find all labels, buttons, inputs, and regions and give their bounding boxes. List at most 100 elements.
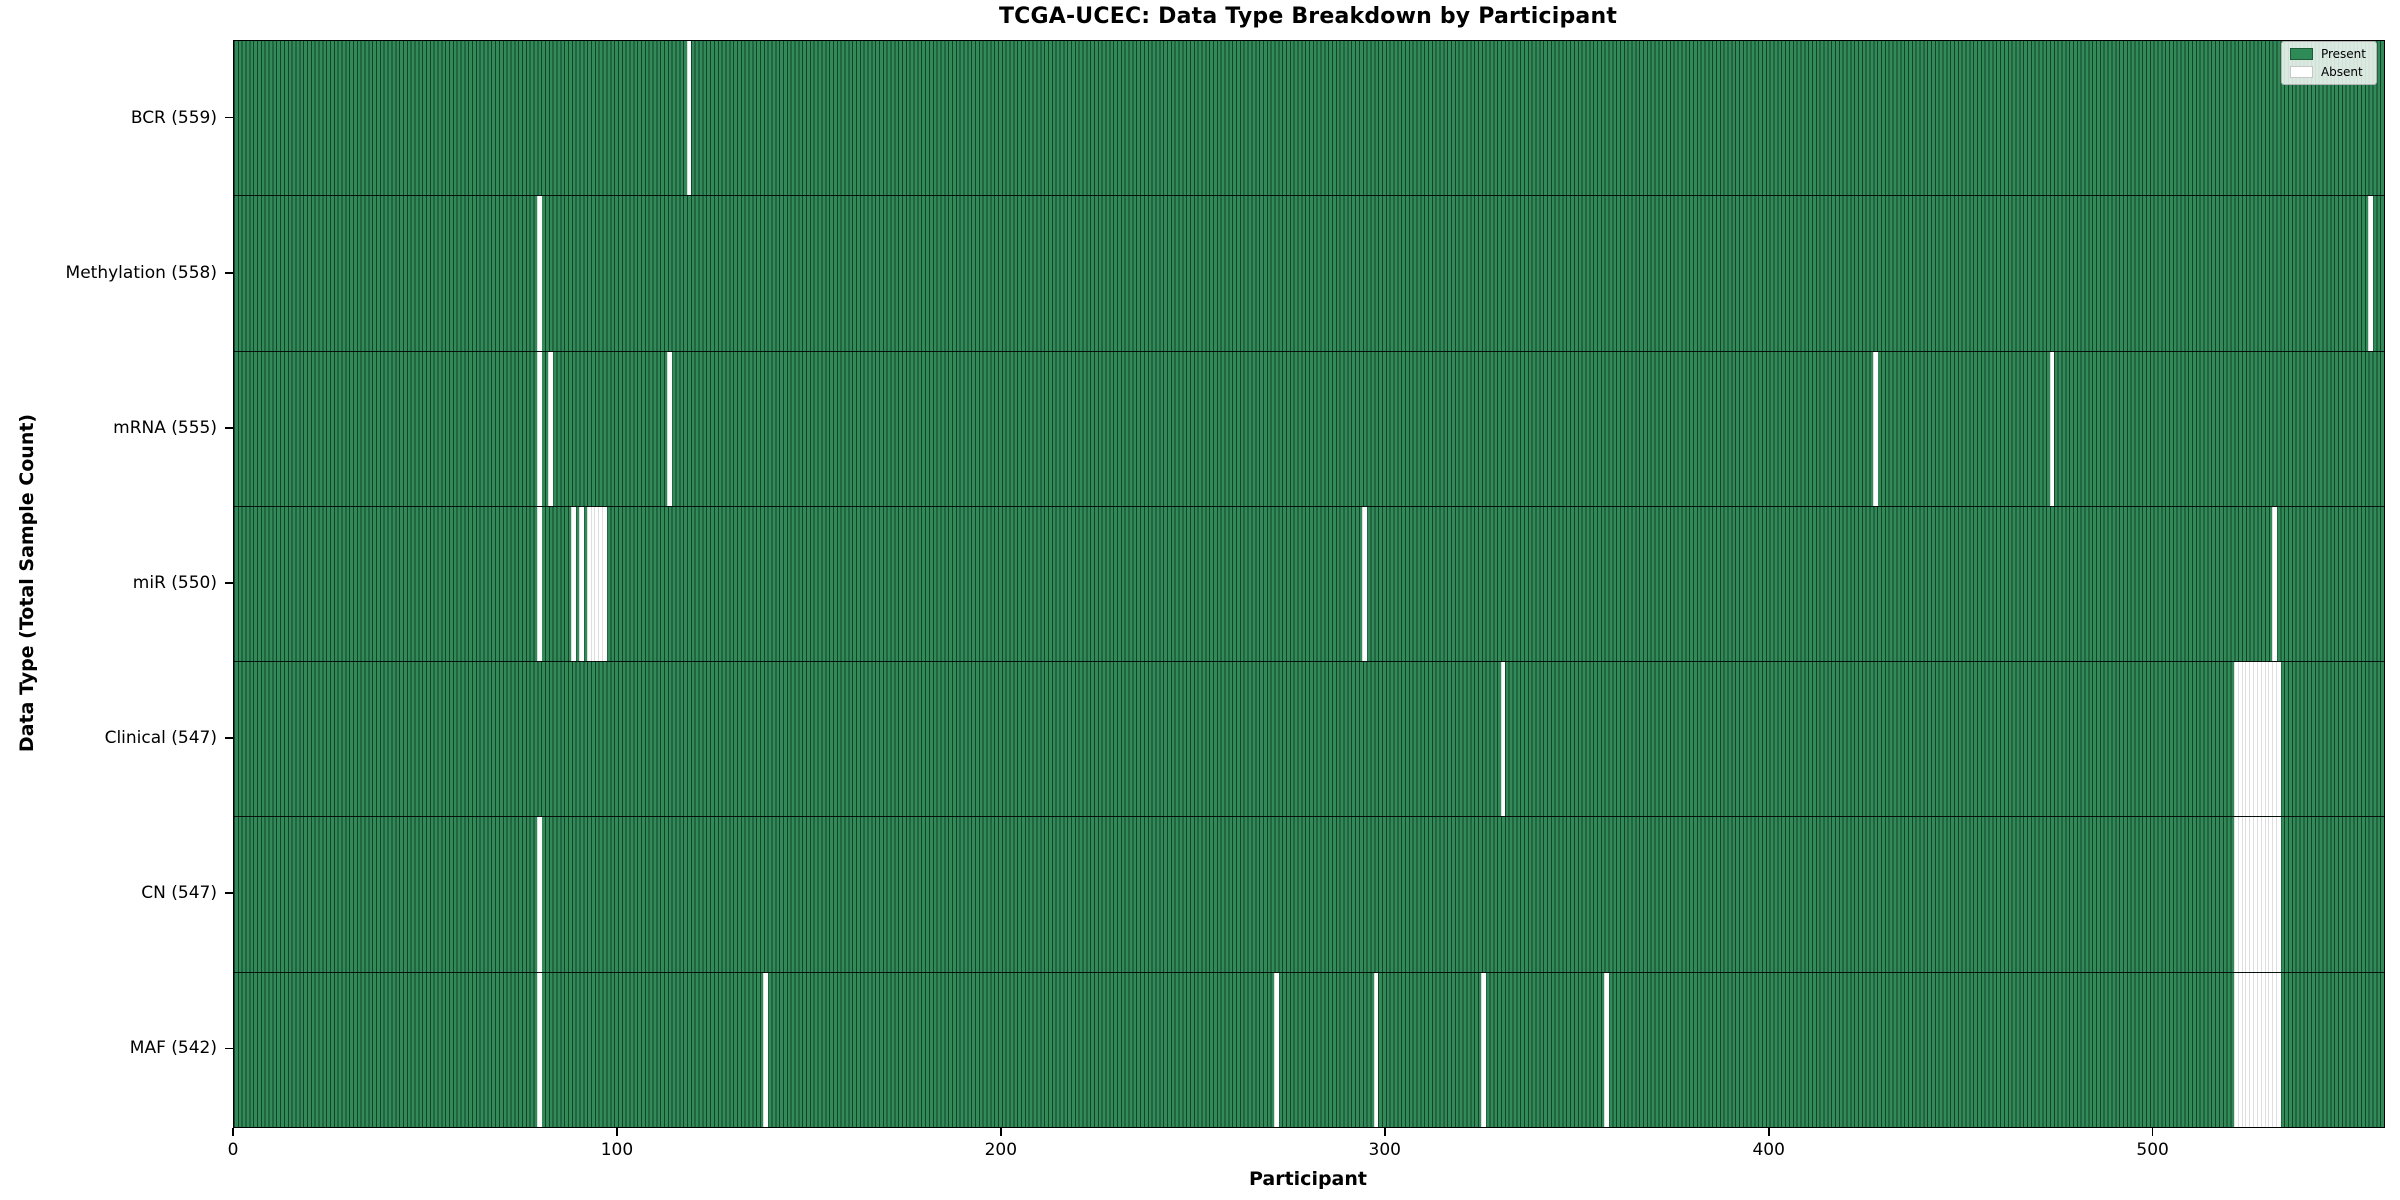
absent-cell (598, 506, 603, 662)
absent-cell (2268, 817, 2274, 972)
absent-cell (2253, 817, 2258, 972)
absent-cell (2272, 972, 2277, 1127)
absent-cell (2245, 817, 2250, 972)
absent-cell (536, 817, 542, 972)
absent-cell (2233, 972, 2239, 1127)
absent-cell (667, 351, 673, 506)
legend-entry-present: Present (2289, 47, 2366, 61)
chart-title: TCGA-UCEC: Data Type Breakdown by Partic… (998, 4, 1618, 29)
absent-cell (536, 351, 542, 506)
absent-cell (2249, 972, 2254, 1127)
x-tick-mark (1767, 1127, 1770, 1136)
y-tick-mark (225, 892, 233, 895)
x-axis-ticks: 0 100 200 300 400 500 (228, 1126, 2383, 1186)
absent-cell (686, 41, 692, 196)
absent-cell (2268, 972, 2274, 1127)
absent-cell (536, 972, 542, 1127)
absent-cell (586, 506, 592, 662)
legend-label-present: Present (2320, 47, 2366, 61)
y-tick-label: CN (547) (141, 883, 217, 904)
absent-cell (2241, 662, 2247, 817)
absent-cell (2249, 662, 2254, 817)
absent-cell (2268, 662, 2274, 817)
y-tick-label: Methylation (558) (65, 262, 217, 283)
matrix-row-BCR (234, 41, 2384, 197)
absent-cell (590, 506, 596, 662)
y-tick-mark (225, 271, 233, 274)
plot-area (233, 40, 2385, 1128)
absent-cell (2260, 817, 2266, 972)
x-tick-label: 300 (1368, 1140, 1402, 1160)
absent-cell (536, 196, 542, 351)
present-swatch-icon (2289, 48, 2313, 60)
y-axis-ticks: BCR (559) Methylation (558) mRNA (555) miR … (0, 40, 233, 1126)
absent-cell (2256, 662, 2262, 817)
y-tick-mark (225, 427, 233, 429)
absent-cell (1872, 351, 1878, 506)
absent-cell (536, 506, 542, 662)
legend: Present Absent (2280, 41, 2377, 85)
x-tick-mark (232, 1127, 234, 1136)
absent-cell (2264, 662, 2270, 817)
absent-cell (2245, 662, 2250, 817)
absent-cell (571, 506, 577, 662)
absent-cell (1373, 972, 1379, 1127)
x-tick-label: 100 (600, 1140, 634, 1160)
y-tick-mark (225, 116, 233, 119)
absent-cell (2253, 662, 2258, 817)
matrix-row-CN (234, 817, 2384, 973)
absent-cell (602, 506, 607, 662)
absent-cell (579, 506, 584, 662)
legend-label-absent: Absent (2320, 65, 2363, 79)
y-tick-label: BCR (559) (130, 107, 217, 128)
absent-cell (2245, 972, 2250, 1127)
x-tick-label: 500 (2136, 1140, 2169, 1160)
x-tick-mark (616, 1127, 618, 1136)
matrix-row-Clinical (234, 662, 2384, 818)
absent-cell (2260, 972, 2266, 1127)
matrix-row-miR (234, 506, 2384, 663)
absent-cell (2272, 817, 2277, 972)
absent-cell (2049, 351, 2055, 506)
x-tick-label: 200 (984, 1140, 1018, 1160)
matrix-row-mRNA (234, 351, 2384, 507)
absent-cell (2256, 817, 2262, 972)
x-tick-label: 0 (227, 1140, 239, 1160)
absent-cell (2241, 972, 2247, 1127)
absent-cell (2264, 972, 2270, 1127)
absent-cell (2276, 817, 2281, 972)
absent-swatch-icon (2289, 66, 2313, 78)
absent-cell (2272, 506, 2277, 662)
absent-cell (763, 972, 769, 1127)
absent-cell (1481, 972, 1486, 1127)
absent-cell (1604, 972, 1609, 1127)
absent-cell (594, 506, 600, 662)
absent-cell (2237, 817, 2243, 972)
absent-cell (2256, 972, 2262, 1127)
legend-entry-absent: Absent (2289, 65, 2366, 79)
absent-cell (2249, 817, 2254, 972)
y-tick-label: MAF (542) (129, 1038, 217, 1059)
y-tick-mark (225, 737, 233, 739)
x-axis-label: Participant (1248, 1168, 1367, 1190)
absent-cell (1500, 662, 1506, 817)
y-tick-label: mRNA (555) (113, 417, 217, 438)
absent-cell (2264, 817, 2270, 972)
absent-cell (2260, 662, 2266, 817)
y-tick-label: Clinical (547) (104, 728, 217, 749)
absent-cell (2368, 196, 2373, 351)
absent-cell (2241, 817, 2247, 972)
x-tick-mark (2151, 1127, 2154, 1136)
y-tick-mark (225, 1047, 233, 1050)
absent-cell (2276, 662, 2281, 817)
absent-cell (2276, 972, 2281, 1127)
x-tick-mark (1383, 1127, 1386, 1136)
y-tick-label: miR (550) (132, 573, 217, 593)
matrix-row-Methylation (234, 196, 2384, 352)
absent-cell (2237, 662, 2243, 817)
absent-cell (2233, 817, 2239, 972)
absent-cell (2253, 972, 2258, 1127)
absent-cell (2237, 972, 2243, 1127)
absent-cell (2233, 662, 2239, 817)
